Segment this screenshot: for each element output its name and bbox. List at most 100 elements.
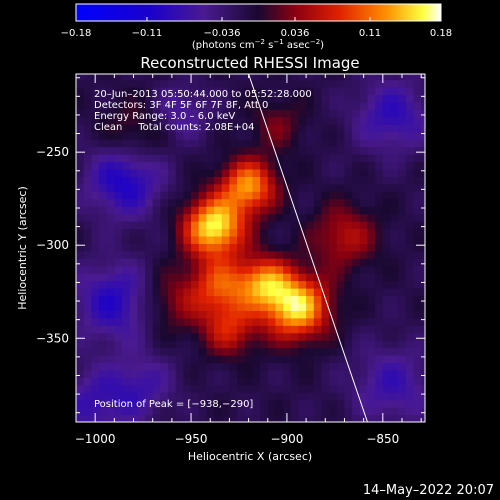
heatmap-cell [336,384,346,393]
heatmap-cell [367,198,376,207]
heatmap-cell [260,340,269,349]
heatmap-cell [152,74,161,81]
heatmap-cell [252,347,261,356]
heatmap-cell [183,101,192,110]
heatmap-cell [244,250,254,259]
heatmap-cell [129,116,138,125]
heatmap-cell [152,198,161,207]
heatmap-cell [413,384,422,393]
heatmap-cell [83,235,92,244]
heatmap-cell [244,355,254,364]
heatmap-cell [329,355,338,364]
heatmap-cell [76,414,85,422]
heatmap-cell [191,198,200,207]
heatmap-cell [76,347,85,356]
heatmap-cell [382,139,392,148]
heatmap-cell [129,362,138,371]
heatmap-cell [306,280,315,289]
heatmap-cell [398,235,407,244]
heatmap-cell [145,101,154,110]
heatmap-cell [91,265,100,274]
heatmap-cell [83,295,92,304]
heatmap-cell [99,228,108,237]
heatmap-cell [76,198,85,207]
heatmap-cell [275,384,284,393]
heatmap-cell [91,213,100,222]
heatmap-cell [344,109,353,118]
heatmap-cell [405,302,415,311]
heatmap-cell [375,355,384,364]
heatmap-cell [191,369,200,378]
heatmap-cell [375,384,384,393]
heatmap-cell [137,161,146,170]
heatmap-cell [252,399,261,408]
heatmap-cell [175,407,184,416]
heatmap-cell [336,213,346,222]
heatmap-cell [83,221,92,230]
heatmap-cell [122,235,131,244]
heatmap-cell [91,124,100,133]
heatmap-cell [306,235,315,244]
heatmap-cell [390,116,399,125]
heatmap-cell [114,146,123,155]
heatmap-cell [137,74,146,81]
heatmap-cell [198,206,207,215]
heatmap-cell [122,243,131,252]
heatmap-cell [160,87,169,96]
heatmap-cell [336,407,346,416]
heatmap-cell [290,146,300,155]
heatmap-cell [183,369,192,378]
heatmap-cell [175,198,184,207]
heatmap-cell [76,109,85,118]
heatmap-cell [252,317,261,326]
heatmap-cell [76,273,85,282]
heatmap-cell [306,325,315,334]
heatmap-cell [313,206,323,215]
heatmap-cell [160,221,169,230]
heatmap-cell [298,116,307,125]
heatmap-cell [145,317,154,326]
heatmap-cell [290,124,300,133]
heatmap-cell [152,235,161,244]
heatmap-cell [183,139,192,148]
heatmap-cell [398,206,407,215]
heatmap-cell [398,228,407,237]
heatmap-cell [145,310,154,319]
heatmap-cell [206,221,215,230]
heatmap-cell [405,377,415,386]
heatmap-cell [283,295,292,304]
heatmap-cell [183,206,192,215]
heatmap-cell [290,295,300,304]
heatmap-cell [390,340,399,349]
heatmap-cell [99,74,108,81]
heatmap-cell [83,273,92,282]
heatmap-cell [122,139,131,148]
heatmap-cell [313,265,323,274]
heatmap-cell [106,79,115,88]
heatmap-cell [260,228,269,237]
heatmap-cell [122,74,131,81]
heatmap-cell [252,235,261,244]
heatmap-cell [221,250,231,259]
heatmap-cell [244,228,254,237]
heatmap-cell [375,414,384,422]
heatmap-cell [352,161,361,170]
heatmap-cell [206,280,215,289]
heatmap-cell [76,139,85,148]
heatmap-cell [160,384,169,393]
heatmap-cell [290,280,300,289]
heatmap-cell [390,168,399,177]
heatmap-cell [336,191,346,200]
heatmap-cell [413,161,422,170]
colorbar-unit-label: (photons cm−2 s−1 asec−2) [192,38,324,51]
heatmap-cell [175,235,184,244]
heatmap-cell [352,74,361,81]
heatmap-cell [175,243,184,252]
heatmap-cell [344,384,353,393]
heatmap-cell [237,377,246,386]
heatmap-cell [260,347,269,356]
heatmap-cell [344,94,353,103]
heatmap-cell [114,355,123,364]
heatmap-cell [290,161,300,170]
heatmap-cell [398,392,407,401]
